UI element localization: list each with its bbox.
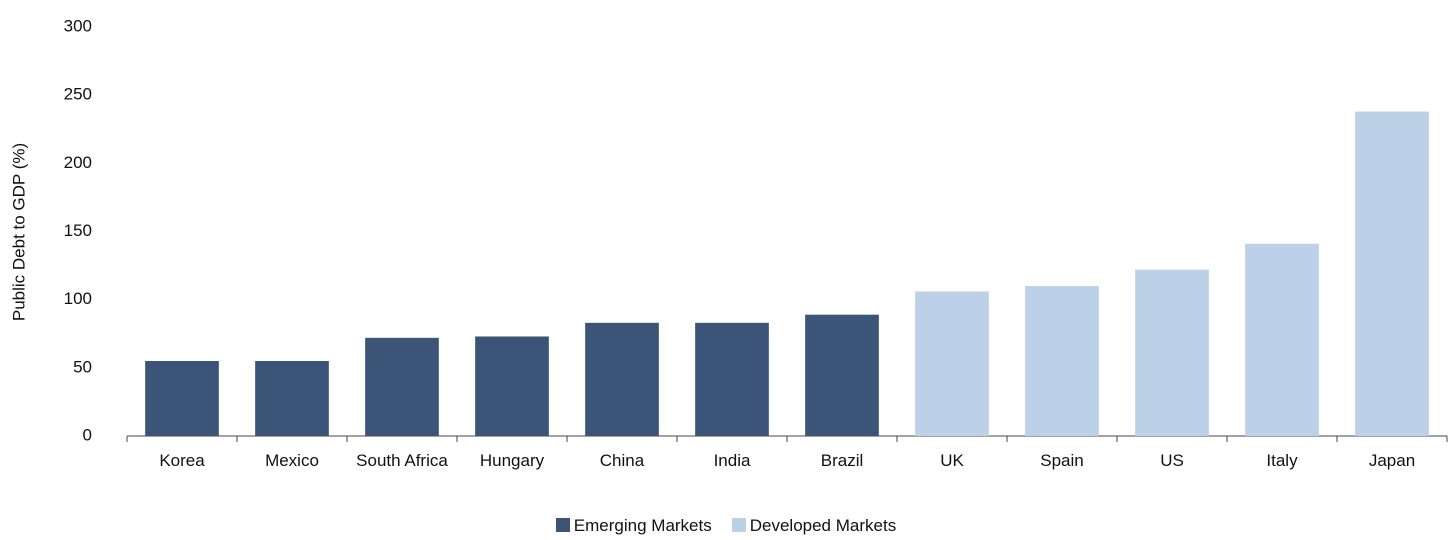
- y-tick-label: 150: [64, 221, 92, 240]
- bar: [585, 322, 659, 436]
- legend-item: Emerging Markets: [555, 516, 712, 536]
- y-tick-label: 0: [83, 425, 92, 444]
- bar: [255, 361, 329, 436]
- y-tick-label: 50: [73, 357, 92, 376]
- bar: [1245, 243, 1319, 436]
- legend-label: Developed Markets: [749, 516, 897, 535]
- bar: [1025, 286, 1099, 436]
- legend-label: Emerging Markets: [573, 516, 712, 535]
- bar: [1355, 111, 1429, 436]
- x-tick-label: US: [1160, 451, 1184, 470]
- legend-item: Developed Markets: [731, 516, 897, 536]
- x-tick-label: Korea: [159, 451, 205, 470]
- x-tick-label: South Africa: [356, 451, 448, 470]
- bar: [475, 336, 549, 436]
- x-tick-label: Hungary: [479, 451, 545, 470]
- x-tick-label: Japan: [1368, 451, 1416, 470]
- x-tick-label: India: [713, 451, 751, 470]
- y-tick-label: 200: [64, 153, 92, 172]
- bar: [805, 314, 879, 436]
- legend: Emerging Markets Developed Markets: [0, 516, 1452, 536]
- y-tick-label: 250: [64, 85, 92, 104]
- bar: [915, 291, 989, 436]
- x-tick-label: Spain: [1040, 451, 1084, 470]
- legend-swatch: [555, 518, 570, 532]
- legend-swatch: [731, 518, 746, 532]
- bar: [145, 361, 219, 436]
- x-tick-label: China: [599, 451, 645, 470]
- bar: [365, 337, 439, 436]
- x-tick-label: Mexico: [265, 451, 319, 470]
- y-tick-label: 300: [64, 16, 92, 35]
- y-tick-label: 100: [64, 289, 92, 308]
- x-tick-label: Brazil: [820, 451, 864, 470]
- bar: [1135, 269, 1209, 436]
- x-tick-label: UK: [940, 451, 964, 470]
- bar: [695, 322, 769, 436]
- y-axis-label: Public Debt to GDP (%): [9, 143, 28, 321]
- x-tick-label: Italy: [1266, 451, 1298, 470]
